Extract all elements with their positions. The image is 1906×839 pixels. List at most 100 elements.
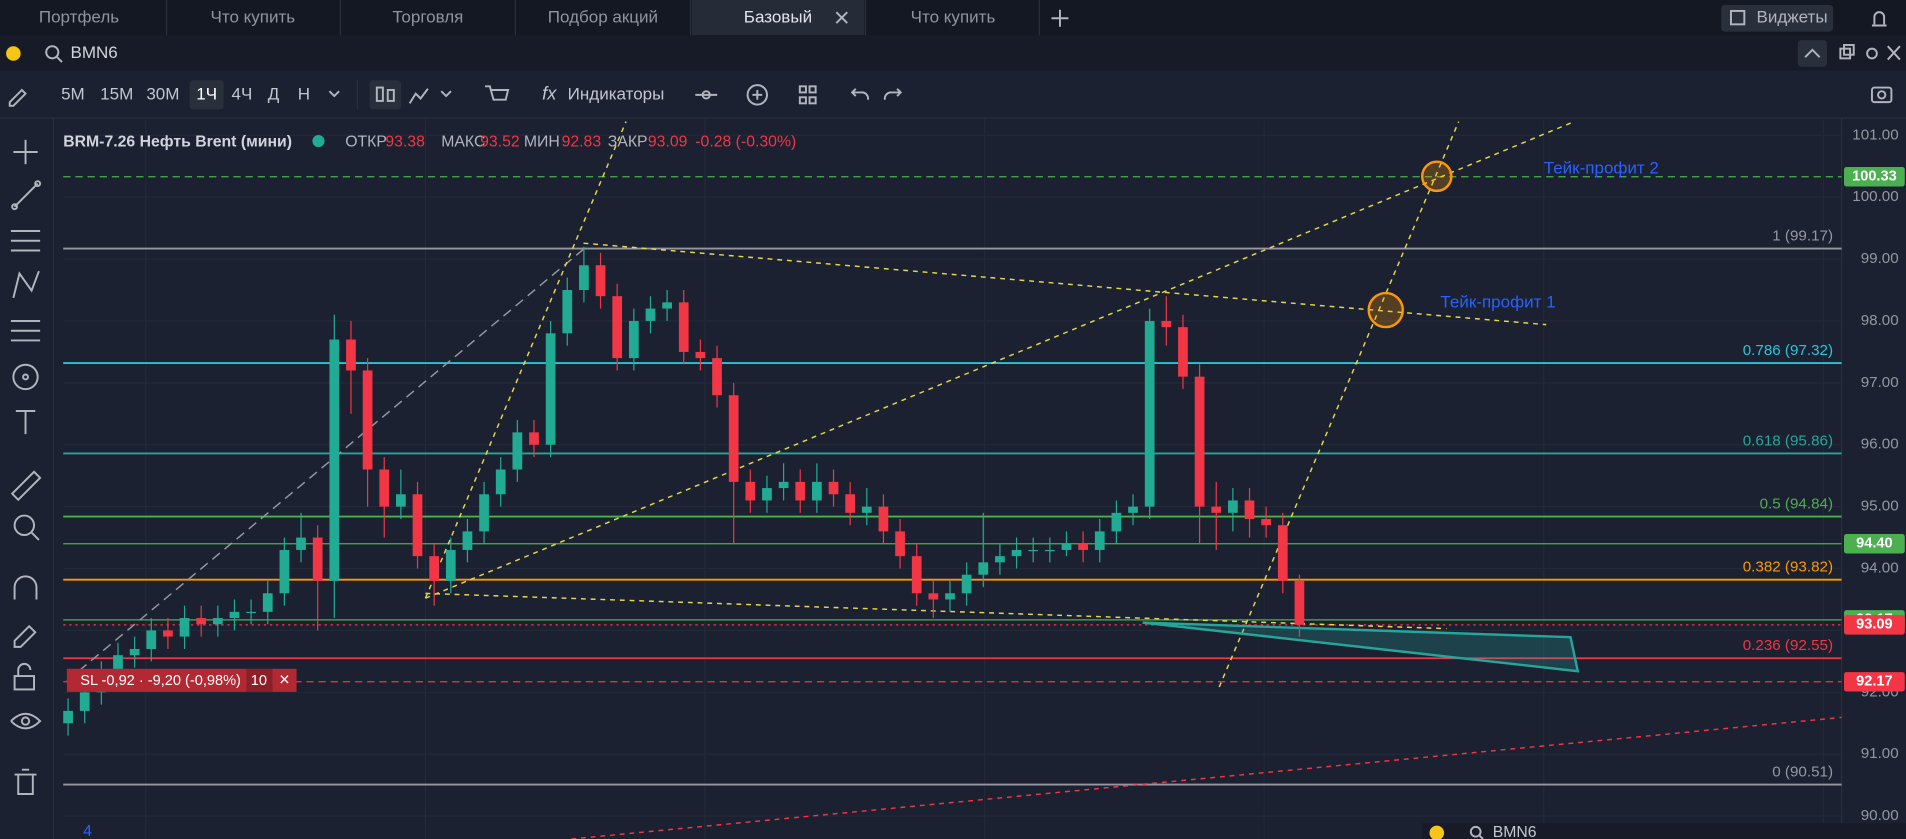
collapse-button[interactable] xyxy=(1797,40,1827,67)
timeframe[interactable]: 5M xyxy=(61,84,85,103)
candle-body xyxy=(1194,376,1205,507)
candle-body xyxy=(928,593,939,600)
stop-loss-text: SL -0,92 · -9,20 (-0,98%) xyxy=(80,673,241,689)
candle-body xyxy=(1028,549,1039,552)
candle-body xyxy=(978,562,989,575)
tab[interactable]: Что купить xyxy=(211,8,296,27)
timeframe-active[interactable]: 1Ч xyxy=(196,84,217,103)
fib-level-label: 0.618 (95.86) xyxy=(1743,432,1833,449)
candle-body xyxy=(1244,500,1255,520)
add-tab-icon[interactable] xyxy=(1051,9,1069,27)
stop-loss-badge[interactable] xyxy=(66,668,247,692)
y-tick-label: 99.00 xyxy=(1861,250,1899,267)
crosshair-icon[interactable] xyxy=(695,90,718,100)
candle-body xyxy=(229,611,240,619)
close-tab-icon[interactable] xyxy=(835,11,848,24)
candle-body xyxy=(1111,512,1122,532)
symbol-search[interactable]: BMN6 xyxy=(71,43,118,62)
tab[interactable]: Портфель xyxy=(39,8,119,27)
candle-body xyxy=(545,333,556,445)
redo-icon[interactable] xyxy=(883,88,903,100)
candle-body xyxy=(312,537,323,581)
notifications-icon[interactable] xyxy=(1871,11,1887,27)
pencil-icon[interactable] xyxy=(8,88,27,107)
y-tick-label: 95.00 xyxy=(1861,498,1899,515)
tab[interactable]: Торговля xyxy=(392,8,463,27)
tab[interactable]: Подбор акций xyxy=(548,8,658,27)
indicators-button[interactable]: Индикаторы xyxy=(568,84,665,103)
candle-body xyxy=(728,395,739,482)
candle-body xyxy=(595,265,606,297)
fib-level-label: 0.236 (92.55) xyxy=(1743,637,1833,654)
drawing-tools[interactable] xyxy=(10,139,42,795)
widgets-button-bg[interactable] xyxy=(1721,4,1834,32)
target-circle xyxy=(1420,160,1453,193)
tab-active[interactable]: Базовый xyxy=(744,8,812,27)
layout-icon[interactable] xyxy=(798,85,817,105)
candle-body xyxy=(1178,327,1188,377)
mini-symbol[interactable]: BMN6 xyxy=(1493,824,1537,839)
annotation: Тейк-профит 1 xyxy=(1440,292,1555,311)
widgets-icon xyxy=(1729,9,1746,26)
tab[interactable]: Что купить xyxy=(911,8,996,27)
status-dot xyxy=(312,134,325,148)
candle-body xyxy=(812,481,822,501)
candle-body xyxy=(1161,320,1172,328)
window-controls[interactable] xyxy=(1839,44,1901,61)
y-tick-label: 90.00 xyxy=(1861,807,1899,824)
price-tag-label: 100.33 xyxy=(1852,169,1897,185)
tab-bar xyxy=(0,0,1906,36)
candle-body xyxy=(512,432,523,470)
page-marker: 4 xyxy=(83,823,92,839)
search-icon xyxy=(45,45,63,63)
tab-separators xyxy=(165,0,1040,36)
candle-body xyxy=(212,618,223,625)
candle-body xyxy=(778,481,789,489)
stop-loss-close[interactable]: × xyxy=(279,669,290,690)
timeframe[interactable]: 15M xyxy=(100,84,133,103)
status-dot xyxy=(1429,825,1445,839)
candle-body xyxy=(1261,519,1272,526)
area-chart-icon[interactable] xyxy=(408,88,429,104)
ohlc-value: 92.83 xyxy=(562,133,602,150)
ohlc-label: ЗАКР xyxy=(608,133,648,150)
trend-line xyxy=(571,716,1842,839)
screenshot-icon[interactable] xyxy=(1870,86,1893,104)
y-tick-label: 101.00 xyxy=(1852,126,1898,143)
stop-loss-qty-bg xyxy=(246,668,273,692)
candle-body xyxy=(129,648,140,656)
cart-icon[interactable] xyxy=(485,85,510,101)
stop-loss-close-bg[interactable] xyxy=(272,668,297,692)
candle-body xyxy=(961,574,972,594)
candle-body xyxy=(861,506,872,513)
timeframe[interactable]: 30M xyxy=(146,84,179,103)
y-tick-label: 94.00 xyxy=(1861,560,1899,577)
candle-body xyxy=(479,494,489,532)
candle-body xyxy=(79,692,90,711)
chevron-icon[interactable] xyxy=(440,90,452,98)
widgets-button[interactable]: Виджеты xyxy=(1756,8,1827,27)
candle-body xyxy=(396,494,406,507)
candle-body xyxy=(878,506,889,532)
levels: 1 (99.17) 0.786 (97.32) 0.618 (95.86) 0.5 (… xyxy=(63,176,1842,786)
timeframe[interactable]: Н xyxy=(298,84,310,103)
candle-body xyxy=(529,432,539,445)
candle-body xyxy=(346,339,356,371)
chevron-icon[interactable] xyxy=(328,90,340,98)
candle-body xyxy=(379,469,390,507)
timeframe[interactable]: 4Ч xyxy=(231,84,252,103)
candle-body xyxy=(196,618,207,625)
candle-body xyxy=(995,556,1005,563)
candles-icon[interactable] xyxy=(375,86,395,102)
candle-body xyxy=(412,494,423,557)
undo-icon[interactable] xyxy=(850,88,869,100)
add-icon[interactable] xyxy=(746,84,768,106)
trend-line xyxy=(425,120,1575,599)
price-tag xyxy=(1844,672,1905,692)
candle-body xyxy=(163,630,173,637)
candle-body xyxy=(662,302,672,309)
timeframe[interactable]: Д xyxy=(268,84,280,103)
trend-line xyxy=(424,121,627,599)
